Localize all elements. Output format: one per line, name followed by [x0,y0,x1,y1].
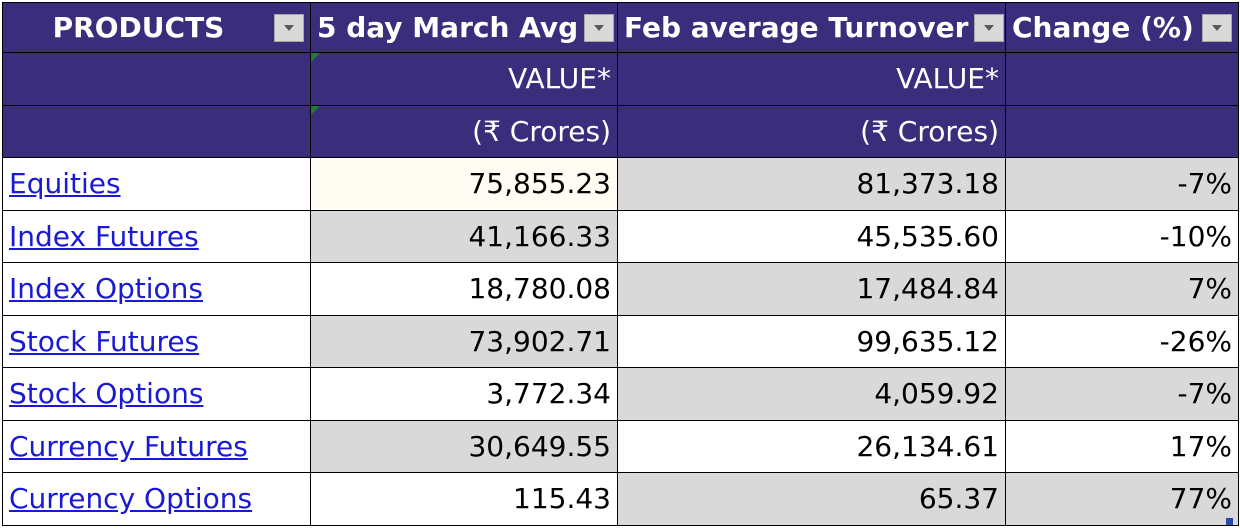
comment-indicator-icon [311,105,320,115]
subheader-feb-value-label: VALUE* [896,62,999,96]
product-cell[interactable]: Currency Options [2,472,311,526]
feb-value-cell[interactable]: 45,535.60 [617,209,1006,263]
header-cell-products[interactable]: PRODUCTS [2,2,311,53]
subheader-march-value-label: VALUE* [508,62,611,96]
subheader-feb-units[interactable]: (₹ Crores) [617,104,1006,158]
table-row: Stock Options 3,772.34 4,059.92 -7% [2,367,1239,421]
march-value-cell[interactable]: 3,772.34 [310,367,618,421]
header-cell-march-avg[interactable]: 5 day March Avg [310,2,618,53]
product-link[interactable]: Currency Futures [9,429,248,463]
table-row: Currency Options 115.43 65.37 77% [2,472,1239,526]
march-value-cell[interactable]: 73,902.71 [310,314,618,368]
subheader-row-units: (₹ Crores) (₹ Crores) [2,104,1239,158]
product-cell[interactable]: Index Options [2,262,311,316]
change-cell[interactable]: -7% [1005,157,1239,211]
header-change-label: Change (%) [1012,11,1194,44]
header-march-label: 5 day March Avg [317,11,579,44]
march-value-cell[interactable]: 75,855.23 [310,157,618,211]
product-link[interactable]: Index Futures [9,219,199,253]
subheader-feb-value[interactable]: VALUE* [617,52,1006,106]
product-cell[interactable]: Stock Options [2,367,311,421]
feb-value-cell[interactable]: 26,134.61 [617,419,1006,473]
product-cell[interactable]: Equities [2,157,311,211]
header-cell-change[interactable]: Change (%) [1005,2,1239,53]
change-cell[interactable]: -10% [1005,209,1239,263]
change-cell[interactable]: -7% [1005,367,1239,421]
subheader-feb-units-label: (₹ Crores) [860,114,999,148]
subheader-empty-cell[interactable] [2,52,311,106]
change-cell[interactable]: -26% [1005,314,1239,368]
product-cell[interactable]: Stock Futures [2,314,311,368]
feb-value-cell[interactable]: 65.37 [617,472,1006,526]
subheader-march-units-label: (₹ Crores) [472,114,611,148]
change-cell[interactable]: 17% [1005,419,1239,473]
march-value-cell[interactable]: 115.43 [310,472,618,526]
subheader-row-value: VALUE* VALUE* [2,52,1239,106]
table-row: Stock Futures 73,902.71 99,635.12 -26% [2,314,1239,368]
feb-value-cell[interactable]: 4,059.92 [617,367,1006,421]
march-value-cell[interactable]: 30,649.55 [310,419,618,473]
product-link[interactable]: Index Options [9,272,204,306]
filter-dropdown-march-icon[interactable] [584,13,615,42]
header-feb-label: Feb average Turnover [624,11,969,44]
header-products-label: PRODUCTS [52,11,225,44]
subheader-march-value[interactable]: VALUE* [310,52,618,106]
table-row: Equities 75,855.23 81,373.18 -7% [2,157,1239,211]
feb-value-cell[interactable]: 17,484.84 [617,262,1006,316]
product-cell[interactable]: Currency Futures [2,419,311,473]
filter-dropdown-products-icon[interactable] [274,13,304,42]
subheader-march-units[interactable]: (₹ Crores) [310,104,618,158]
product-link[interactable]: Stock Futures [9,324,200,358]
march-value-cell[interactable]: 41,166.33 [310,209,618,263]
product-link[interactable]: Stock Options [9,377,204,411]
filter-dropdown-change-icon[interactable] [1202,13,1232,42]
subheader-units-change-empty[interactable] [1005,104,1239,158]
change-cell[interactable]: 7% [1005,262,1239,316]
march-value-cell[interactable]: 18,780.08 [310,262,618,316]
filter-dropdown-feb-icon[interactable] [974,13,1005,42]
comment-indicator-icon [311,53,320,62]
table-row: Index Options 18,780.08 17,484.84 7% [2,262,1239,316]
subheader-change-empty[interactable] [1005,52,1239,106]
subheader-units-empty-cell[interactable] [2,104,311,158]
feb-value-cell[interactable]: 99,635.12 [617,314,1006,368]
product-link[interactable]: Equities [9,167,121,201]
change-cell[interactable]: 77% [1005,472,1239,526]
header-cell-feb-avg[interactable]: Feb average Turnover [617,2,1006,53]
feb-value-cell[interactable]: 81,373.18 [617,157,1006,211]
table-row: Index Futures 41,166.33 45,535.60 -10% [2,209,1239,263]
header-row: PRODUCTS 5 day March Avg Feb average Tur… [2,2,1239,53]
product-cell[interactable]: Index Futures [2,209,311,263]
product-link[interactable]: Currency Options [9,482,253,516]
table-resize-handle[interactable] [1226,518,1233,525]
table-row: Currency Futures 30,649.55 26,134.61 17% [2,419,1239,473]
